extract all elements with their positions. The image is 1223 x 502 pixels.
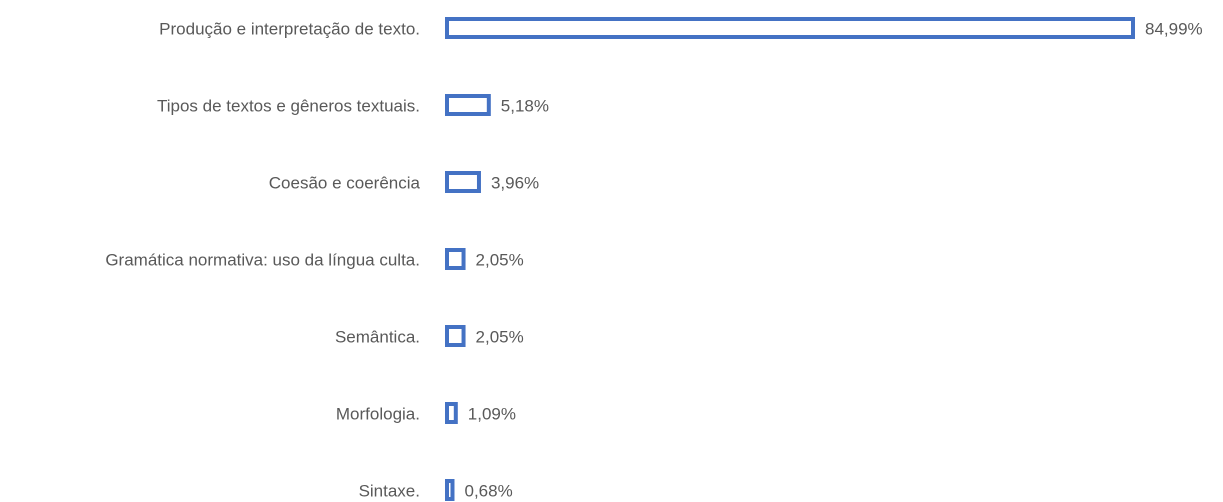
value-label: 0,68% xyxy=(464,481,512,500)
category-label: Gramática normativa: uso da língua culta… xyxy=(105,250,420,269)
bar xyxy=(445,94,491,116)
category-label: Coesão e coerência xyxy=(269,173,421,192)
value-label: 1,09% xyxy=(468,404,516,423)
value-label: 2,05% xyxy=(476,327,524,346)
bar xyxy=(445,17,1135,39)
category-label: Sintaxe. xyxy=(359,481,420,500)
bar xyxy=(445,479,455,501)
value-label: 84,99% xyxy=(1145,19,1203,38)
bar xyxy=(445,325,466,347)
value-label: 3,96% xyxy=(491,173,539,192)
value-label: 5,18% xyxy=(501,96,549,115)
bar xyxy=(445,402,458,424)
bar xyxy=(445,248,466,270)
category-label: Tipos de textos e gêneros textuais. xyxy=(157,96,420,115)
category-label: Morfologia. xyxy=(336,404,420,423)
category-label: Semântica. xyxy=(335,327,420,346)
bar xyxy=(445,171,481,193)
value-label: 2,05% xyxy=(476,250,524,269)
category-label: Produção e interpretação de texto. xyxy=(159,19,420,38)
